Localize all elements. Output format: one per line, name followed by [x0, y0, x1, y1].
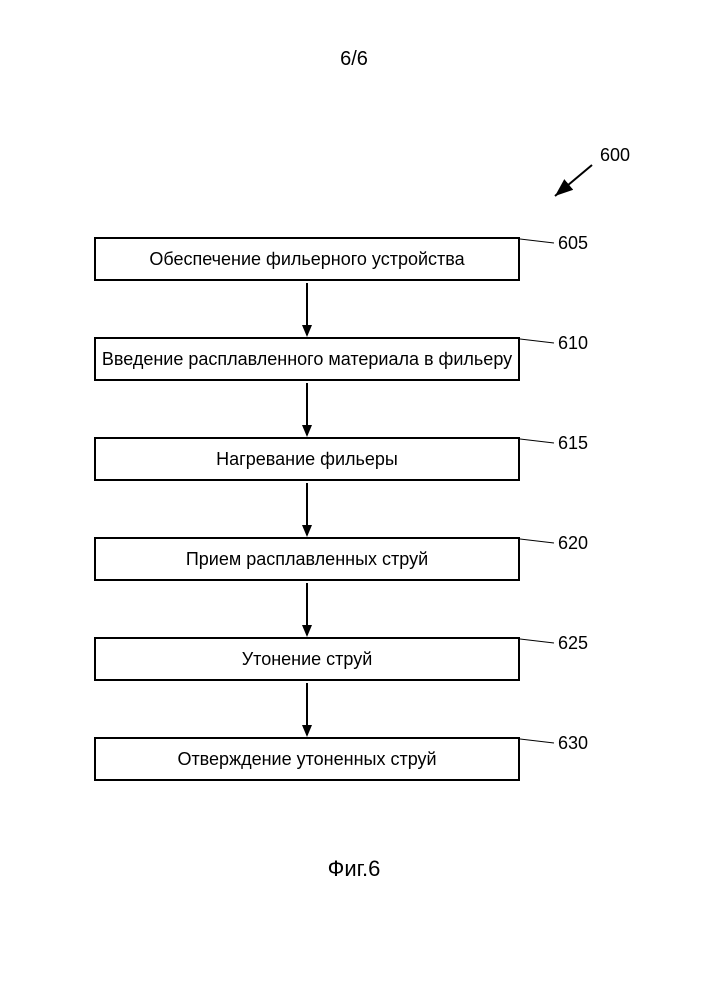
- flow-step-label-610: 610: [558, 333, 588, 354]
- flow-connector-610-615: [295, 381, 319, 437]
- flow-connector-605-610: [295, 281, 319, 337]
- flow-connector-615-620: [295, 481, 319, 537]
- flow-step-text: Отверждение утоненных струй: [177, 749, 436, 770]
- figure-caption: Фиг.6: [0, 856, 708, 882]
- page: 6/6 600 Обеспечение фильерного устройств…: [0, 0, 708, 999]
- flow-step-leader-630: [520, 737, 558, 747]
- flow-step-625: Утонение струй: [94, 637, 520, 681]
- flow-step-label-615: 615: [558, 433, 588, 454]
- flow-step-leader-625: [520, 637, 558, 647]
- flow-step-leader-615: [520, 437, 558, 447]
- flow-step-605: Обеспечение фильерного устройства: [94, 237, 520, 281]
- flow-step-text: Утонение струй: [242, 649, 373, 670]
- flow-step-text: Введение расплавленного материала в филь…: [102, 349, 512, 370]
- page-number: 6/6: [0, 48, 708, 71]
- flow-step-leader-620: [520, 537, 558, 547]
- figure-reference-600: 600: [600, 145, 630, 166]
- flow-step-630: Отверждение утоненных струй: [94, 737, 520, 781]
- flow-step-text: Прием расплавленных струй: [186, 549, 428, 570]
- flow-step-text: Нагревание фильеры: [216, 449, 398, 470]
- figure-reference-arrow: [543, 153, 604, 208]
- flow-step-615: Нагревание фильеры: [94, 437, 520, 481]
- flow-step-620: Прием расплавленных струй: [94, 537, 520, 581]
- flow-step-leader-610: [520, 337, 558, 347]
- figure-reference-label: 600: [600, 145, 630, 165]
- flow-step-610: Введение расплавленного материала в филь…: [94, 337, 520, 381]
- flow-connector-620-625: [295, 581, 319, 637]
- flow-connector-625-630: [295, 681, 319, 737]
- flow-step-text: Обеспечение фильерного устройства: [149, 249, 464, 270]
- flow-step-label-620: 620: [558, 533, 588, 554]
- flow-step-label-630: 630: [558, 733, 588, 754]
- flow-step-label-625: 625: [558, 633, 588, 654]
- flow-step-label-605: 605: [558, 233, 588, 254]
- flow-step-leader-605: [520, 237, 558, 247]
